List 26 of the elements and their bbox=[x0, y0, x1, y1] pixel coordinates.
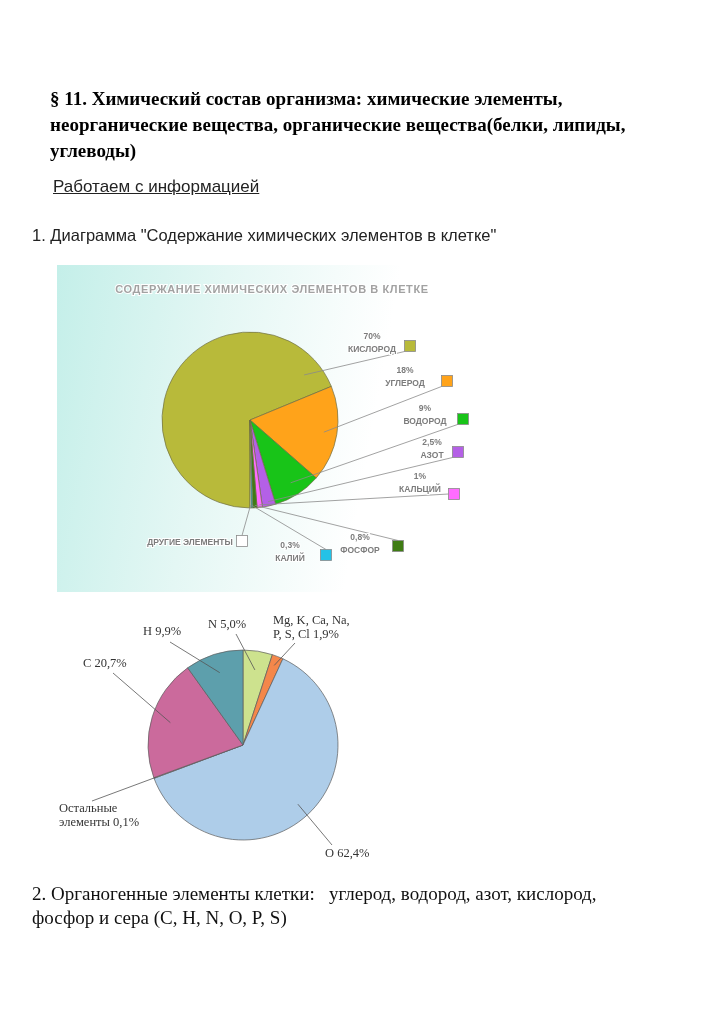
slice-label: N 5,0% bbox=[208, 617, 247, 631]
data-label: 1% bbox=[413, 471, 427, 481]
slice-label: H 9,9% bbox=[143, 624, 182, 638]
data-label: 9% bbox=[418, 403, 432, 413]
text: СОДЕРЖАНИЕ ХИМИЧЕСКИХ ЭЛЕМЕНТОВ В КЛЕТКЕ bbox=[115, 283, 429, 295]
data-label: 70% bbox=[363, 331, 381, 341]
text: 1. Диаграмма "Содержание химических элементов в клетке" bbox=[32, 225, 498, 246]
data-label: 18% bbox=[396, 365, 414, 375]
legend-label: АЗОТ bbox=[420, 450, 445, 460]
text: § 11. Химический состав организма: химические элементы, неорганические вещества, органические вещества(белки, липиды, углеводы) bbox=[50, 87, 627, 163]
legend-label: ВОДОРОД bbox=[403, 416, 447, 426]
legend-label: КАЛЬЦИЙ bbox=[399, 483, 441, 494]
text: Работаем с информацией bbox=[53, 176, 261, 198]
legend-label: КАЛИЙ bbox=[275, 552, 305, 563]
legend-label: ФОСФОР bbox=[340, 545, 381, 555]
data-label: 0,8% bbox=[350, 532, 371, 542]
slice-label: Mg, K, Ca, Na, P, S, Cl 1,9% bbox=[273, 613, 350, 641]
data-label: 2,5% bbox=[422, 437, 443, 447]
text: 2. Органогенные элементы клетки: углерод, водород, азот, кислород, фосфор и сера (C, H, N, O, P, S) bbox=[32, 882, 598, 930]
slice-label: Остальные элементы 0,1% bbox=[59, 801, 140, 829]
legend-label: УГЛЕРОД bbox=[385, 378, 425, 388]
slice-label: ДРУГИЕ ЭЛЕМЕНТЫ bbox=[147, 537, 233, 547]
legend-label: КИСЛОРОД bbox=[348, 344, 396, 354]
slice-label: C 20,7% bbox=[83, 656, 127, 670]
data-label: 0,3% bbox=[280, 540, 301, 550]
slice-label: O 62,4% bbox=[325, 846, 370, 860]
